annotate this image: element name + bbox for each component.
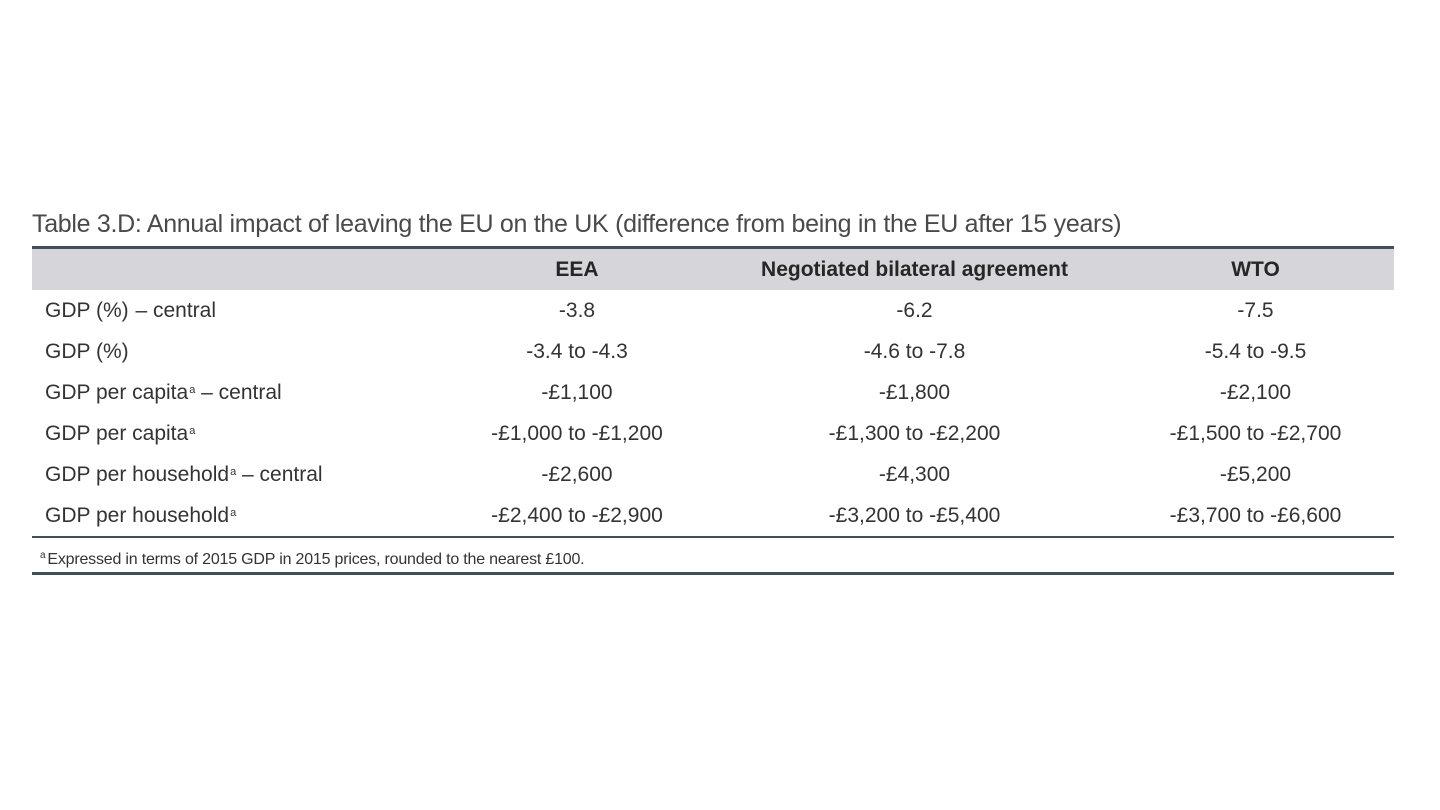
cell-eea: -£1,000 to -£1,200 <box>491 421 663 445</box>
cell-bilateral: -£4,300 <box>878 462 951 486</box>
cell-eea: -£1,100 <box>541 380 613 404</box>
table-row: GDP per capitaa – central -£1,100 -£1,80… <box>32 372 1394 413</box>
row-label-suffix: – central <box>129 298 217 322</box>
cell-wto: -£3,700 to -£6,600 <box>1117 495 1394 538</box>
footnote-marker: a <box>189 424 196 437</box>
footnote-marker: a <box>230 465 237 478</box>
cell-wto: -7.5 <box>1237 298 1274 322</box>
table-container: Table 3.D: Annual impact of leaving the … <box>32 206 1394 575</box>
row-label: GDP per capitaa <box>32 413 442 454</box>
impact-table: EEA Negotiated bilateral agreement WTO G… <box>32 246 1394 538</box>
table-row: GDP per capitaa -£1,000 to -£1,200 -£1,3… <box>32 413 1394 454</box>
cell-eea: -3.4 to -4.3 <box>526 339 628 363</box>
row-label: GDP (%) <box>32 331 442 372</box>
row-label-suffix: – central <box>236 462 323 486</box>
cell-bilateral: -6.2 <box>896 298 933 322</box>
table-title: Table 3.D: Annual impact of leaving the … <box>32 210 1122 238</box>
row-label-text: GDP per capita <box>45 380 189 404</box>
footnote-marker: a <box>189 383 196 396</box>
row-label-text: GDP per household <box>45 462 230 486</box>
table-row: GDP per householda – central -£2,600 -£4… <box>32 454 1394 495</box>
cell-wto: -£5,200 <box>1219 462 1292 486</box>
row-label-text: GDP per capita <box>45 421 189 445</box>
cell-wto: -5.4 to -9.5 <box>1204 339 1307 363</box>
footnote-marker: a <box>230 506 237 519</box>
cell-bilateral: -£3,200 to -£5,400 <box>712 495 1117 538</box>
header-row: EEA Negotiated bilateral agreement WTO <box>32 246 1394 290</box>
header-cell-empty <box>32 246 442 290</box>
row-label-text: GDP (%) <box>45 298 129 322</box>
cell-bilateral: -£1,300 to -£2,200 <box>828 421 1001 445</box>
cell-bilateral: -£1,800 <box>878 380 951 404</box>
table-row: GDP per householda -£2,400 to -£2,900 -£… <box>32 495 1394 538</box>
cell-wto: -£2,100 <box>1219 380 1292 404</box>
header-cell-wto: WTO <box>1117 246 1394 290</box>
cell-bilateral: -4.6 to -7.8 <box>863 339 966 363</box>
header-cell-bilateral: Negotiated bilateral agreement <box>712 246 1117 290</box>
row-label: GDP per capitaa – central <box>32 372 442 413</box>
row-label: GDP per householda <box>32 495 442 538</box>
row-label-text: GDP (%) <box>45 339 129 363</box>
table-row: GDP (%) -3.4 to -4.3 -4.6 to -7.8 -5.4 t… <box>32 331 1394 372</box>
row-label: GDP per householda – central <box>32 454 442 495</box>
row-label-text: GDP per household <box>45 503 230 527</box>
cell-eea: -£2,600 <box>541 462 613 486</box>
table-row: GDP (%) – central -3.8 -6.2 -7.5 <box>32 290 1394 331</box>
header-cell-eea: EEA <box>442 246 712 290</box>
cell-wto: -£1,500 to -£2,700 <box>1169 421 1342 445</box>
footnote-text: Expressed in terms of 2015 GDP in 2015 p… <box>47 551 585 568</box>
row-label-suffix: – central <box>195 380 282 404</box>
cell-eea: -3.8 <box>558 298 596 322</box>
cell-eea: -£2,400 to -£2,900 <box>442 495 712 538</box>
row-label: GDP (%) – central <box>32 290 442 331</box>
table-footnote: a Expressed in terms of 2015 GDP in 2015 … <box>32 538 1394 575</box>
footnote-marker: a <box>40 550 46 561</box>
